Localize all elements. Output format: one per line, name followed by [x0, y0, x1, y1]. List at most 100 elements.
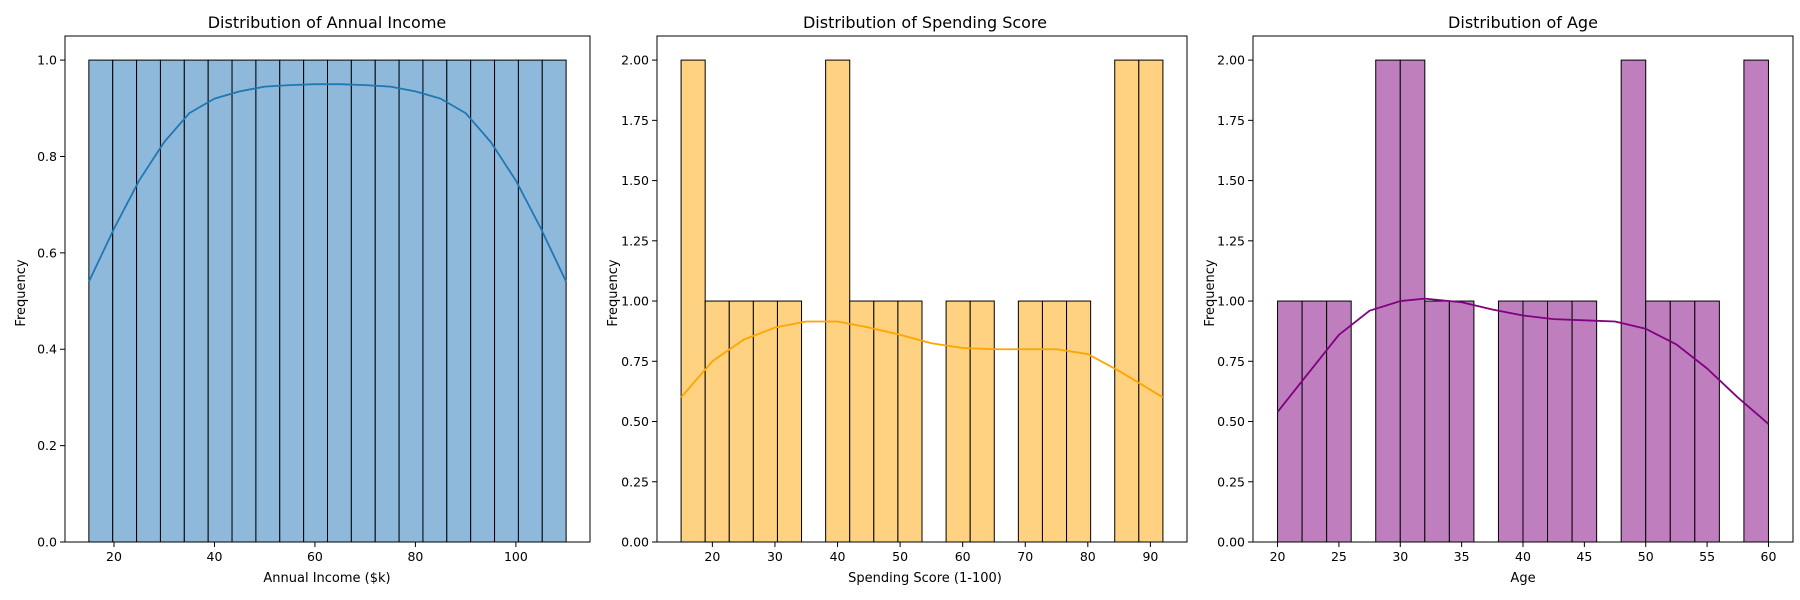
y-tick-label: 1.25 — [621, 233, 649, 248]
y-tick-label: 0.4 — [37, 342, 57, 357]
chart-title: Distribution of Annual Income — [208, 13, 447, 32]
histogram-bar — [1326, 300, 1352, 543]
y-tick-label: 0.0 — [37, 535, 57, 550]
y-tick-label: 0.8 — [37, 149, 57, 164]
histogram-bar — [1301, 300, 1328, 543]
x-tick-label: 70 — [1017, 549, 1033, 564]
x-tick-label: 20 — [1270, 549, 1286, 564]
histogram-bar — [1522, 300, 1549, 543]
histogram-bar — [1041, 300, 1068, 543]
histogram-bar — [136, 59, 161, 543]
histogram-bar — [873, 300, 899, 543]
x-tick-label: 30 — [1392, 549, 1408, 564]
histogram-bar — [1694, 300, 1720, 543]
histogram-bar — [350, 59, 376, 543]
x-tick-label: 50 — [1638, 549, 1654, 564]
y-tick-label: 1.75 — [1217, 113, 1245, 128]
x-ticks: 20 25 30 35 40 45 50 55 60 — [1270, 542, 1777, 564]
bars — [680, 59, 1164, 543]
y-tick-label: 0.50 — [1217, 414, 1245, 429]
x-tick-label: 35 — [1454, 549, 1470, 564]
x-axis-label: Annual Income ($k) — [263, 571, 390, 586]
y-tick-label: 1.00 — [621, 294, 649, 309]
histogram-bar — [1277, 300, 1303, 543]
histogram-bar — [1066, 300, 1092, 543]
x-tick-label: 30 — [767, 549, 783, 564]
y-tick-label: 2.00 — [621, 53, 649, 68]
bars — [88, 59, 567, 543]
histogram-bar — [517, 59, 543, 543]
x-ticks: 20 30 40 50 60 70 80 90 — [704, 542, 1158, 564]
histogram-bar — [1017, 300, 1043, 543]
histogram-bar — [398, 59, 424, 543]
x-tick-label: 60 — [955, 549, 971, 564]
x-tick-label: 55 — [1699, 549, 1715, 564]
chart-title: Distribution of Age — [1448, 13, 1598, 32]
age-histogram-panel: Distribution of Age Age Frequency 20 25 30… — [1203, 13, 1794, 586]
histogram-bar — [1669, 300, 1696, 543]
x-tick-label: 45 — [1576, 549, 1592, 564]
x-tick-label: 80 — [407, 549, 423, 564]
histogram-bar — [897, 300, 923, 543]
x-tick-label: 20 — [106, 549, 122, 564]
y-tick-label: 1.50 — [621, 173, 649, 188]
histogram-bar — [849, 300, 875, 543]
histogram-bar — [1547, 300, 1573, 543]
axes-frame — [656, 35, 1188, 543]
y-tick-label: 0.75 — [1217, 354, 1245, 369]
y-tick-label: 0.50 — [621, 414, 649, 429]
y-ticks: 0.00 0.25 0.50 0.75 1.00 1.25 1.50 1.75 2.00 — [621, 53, 657, 550]
histogram-bar — [541, 59, 567, 543]
y-tick-label: 0.25 — [621, 474, 649, 489]
histogram-bar — [255, 59, 281, 543]
histogram-bar — [704, 300, 730, 543]
histogram-bar — [752, 300, 778, 543]
y-axis-label: Frequency — [606, 259, 621, 326]
y-tick-label: 1.00 — [1217, 294, 1245, 309]
y-ticks: 0.00 0.25 0.50 0.75 1.00 1.25 1.50 1.75 2.00 — [1217, 53, 1253, 550]
x-tick-label: 100 — [504, 549, 528, 564]
x-tick-label: 60 — [1761, 549, 1777, 564]
x-tick-label: 20 — [704, 549, 720, 564]
histogram-bar — [1645, 300, 1671, 543]
kde-line — [680, 320, 1164, 399]
y-tick-label: 0.25 — [1217, 474, 1245, 489]
histogram-bar — [207, 59, 233, 543]
kde-curve — [1276, 297, 1770, 425]
y-tick-label: 2.00 — [1217, 53, 1245, 68]
histogram-bar — [279, 59, 305, 543]
y-ticks: 0.0 0.2 0.4 0.6 0.8 1.0 — [37, 53, 65, 550]
histogram-bar — [446, 59, 472, 543]
y-tick-label: 1.25 — [1217, 233, 1245, 248]
histogram-bar — [825, 59, 851, 543]
x-tick-label: 25 — [1331, 549, 1347, 564]
y-axis-label: Frequency — [1203, 259, 1218, 326]
histogram-bar — [494, 59, 519, 543]
spending-score-histogram-panel: Distribution of Spending Score Spending … — [606, 13, 1188, 586]
y-tick-label: 1.0 — [37, 53, 57, 68]
y-tick-label: 0.6 — [37, 245, 57, 260]
histogram-bar — [112, 59, 138, 543]
histogram-bar — [374, 59, 400, 543]
histogram-bar — [327, 59, 352, 543]
income-histogram-panel: Distribution of Annual Income Annual Inc… — [14, 13, 591, 586]
x-tick-label: 60 — [307, 549, 323, 564]
y-tick-label: 1.50 — [1217, 173, 1245, 188]
x-tick-label: 40 — [830, 549, 846, 564]
histogram-bar — [969, 300, 995, 543]
histogram-bar — [183, 59, 209, 543]
y-tick-label: 0.00 — [1217, 535, 1245, 550]
bars — [1277, 59, 1769, 543]
histogram-bar — [945, 300, 971, 543]
histogram-bar — [1620, 59, 1647, 543]
x-ticks: 20 40 60 80 100 — [106, 542, 528, 564]
histogram-bar — [1114, 59, 1140, 543]
x-axis-label: Spending Score (1-100) — [848, 571, 1002, 586]
histogram-bar — [776, 300, 803, 543]
y-tick-label: 0.00 — [621, 535, 649, 550]
histogram-bar — [1497, 300, 1524, 543]
x-tick-label: 80 — [1080, 549, 1096, 564]
histogram-bar — [1448, 300, 1475, 543]
histogram-bar — [303, 59, 329, 543]
